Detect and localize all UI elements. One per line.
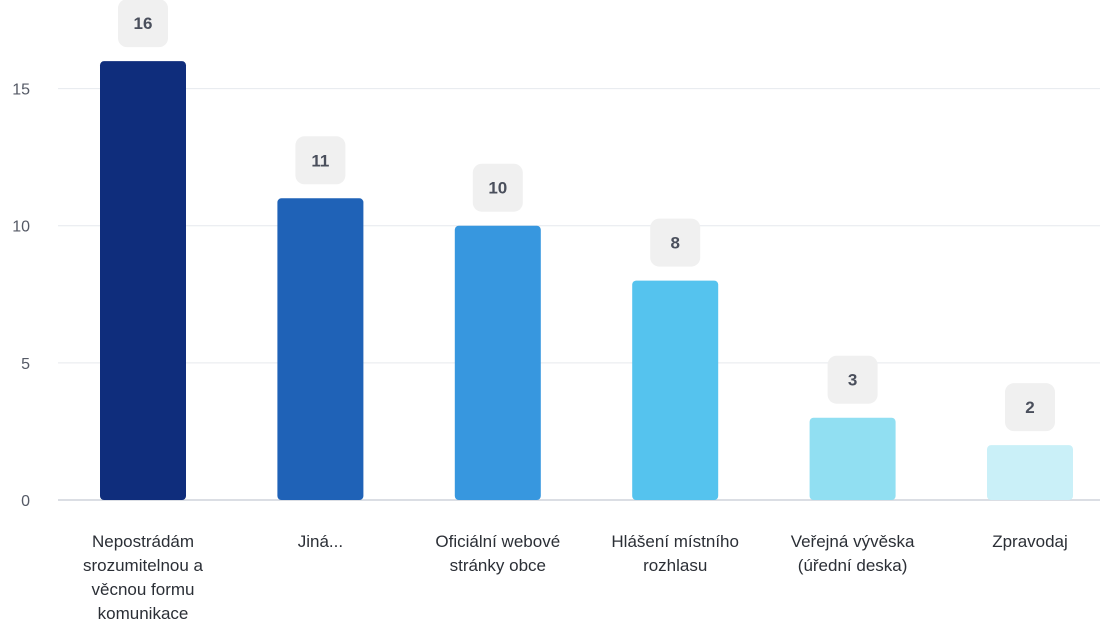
x-tick-label-line: stránky obce — [450, 556, 546, 575]
data-label: 3 — [848, 371, 857, 390]
data-label-badge — [650, 218, 701, 267]
data-label-badge — [118, 0, 168, 48]
x-tick-label: Jiná... — [298, 532, 343, 551]
x-tick-label: Oficiální webové stránky obce — [435, 532, 560, 575]
x-tick-label-line: Hlášení místního — [611, 532, 739, 551]
data-label-badge — [827, 355, 878, 404]
y-tick-label: 10 — [12, 219, 30, 236]
x-tick-label-line: Veřejná vývěska — [791, 532, 915, 551]
y-tick-label: 0 — [21, 493, 30, 510]
x-tick-label: Nepostrádám srozumitelnou a věcnou formu ko… — [83, 532, 204, 623]
data-label-badge — [1005, 383, 1055, 432]
data-label: 8 — [670, 234, 679, 253]
x-tick-label-line: Nepostrádám — [92, 532, 194, 551]
bar — [100, 61, 186, 501]
data-label-badge — [295, 136, 346, 185]
y-tick-label: 5 — [21, 356, 30, 373]
x-tick-label-line: Zpravodaj — [992, 532, 1068, 551]
x-tick-label-line: srozumitelnou a — [83, 556, 204, 575]
x-tick-label-line: (úřední deska) — [798, 556, 908, 575]
bar — [632, 280, 719, 500]
x-tick-label-line: rozhlasu — [643, 556, 707, 575]
bar — [277, 198, 364, 501]
x-tick-label-line: komunikace — [98, 604, 189, 623]
data-label: 16 — [134, 14, 153, 33]
data-label: 10 — [488, 179, 507, 198]
bar — [454, 225, 541, 500]
x-tick-label-line: Oficiální webové — [435, 532, 560, 551]
bar — [987, 445, 1073, 500]
data-label: 11 — [311, 151, 329, 170]
x-tick-label: Hlášení místního rozhlasu — [611, 532, 739, 575]
x-tick-label-line: věcnou formu — [92, 580, 195, 599]
data-label-badge — [472, 163, 523, 212]
x-tick-label: Veřejná vývěska (úřední deska) — [791, 532, 915, 575]
data-label: 2 — [1025, 398, 1034, 417]
y-tick-label: 15 — [12, 82, 30, 99]
bar — [809, 417, 896, 500]
x-tick-label-line: Jiná... — [298, 532, 343, 551]
x-tick-label: Zpravodaj — [992, 532, 1068, 551]
